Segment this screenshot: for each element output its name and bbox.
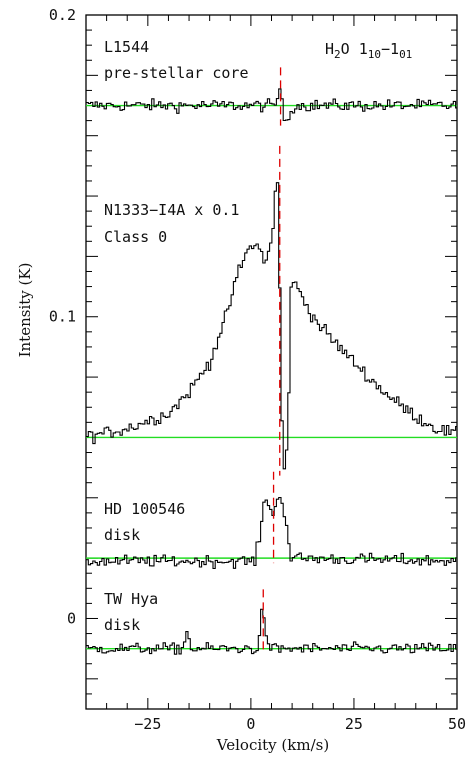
reference-lines [262, 67, 282, 651]
series-label-twhya: TW Hya [104, 590, 158, 608]
series-sublabel-n1333: Class 0 [104, 228, 167, 246]
y-tick-label: 0.1 [49, 308, 76, 326]
series-label-n1333: N1333−I4A x 0.1 [104, 201, 239, 219]
series-label-l1544: L1544 [104, 38, 149, 56]
spectrum-hd-100546 [86, 496, 457, 570]
y-axis-label: Intensity (K) [16, 263, 34, 358]
spectrum-tw-hya [86, 608, 457, 655]
x-tick-label: 0 [246, 715, 255, 733]
series-sublabel-l1544: pre-stellar core [104, 64, 249, 82]
spectrum-n1333-i4a-x-0-1 [86, 182, 457, 470]
x-axis-label: Velocity (km/s) [216, 736, 329, 754]
x-tick-label: 50 [448, 715, 466, 733]
y-tick-label: 0 [67, 609, 76, 627]
tick-labels: −25 0 25 50 0 0.1 0.2 [49, 6, 466, 733]
spectrum-l1544 [86, 88, 457, 122]
spectra [86, 88, 457, 655]
series-label-hd100546: HD 100546 [104, 500, 185, 518]
series-sublabel-hd100546: disk [104, 526, 140, 544]
series-sublabel-twhya: disk [104, 616, 140, 634]
x-tick-label: 25 [345, 715, 363, 733]
transition-label: H2O 110−101 [325, 40, 412, 61]
x-tick-label: −25 [134, 715, 161, 733]
baselines [86, 104, 457, 650]
y-tick-label: 0.2 [49, 6, 76, 24]
